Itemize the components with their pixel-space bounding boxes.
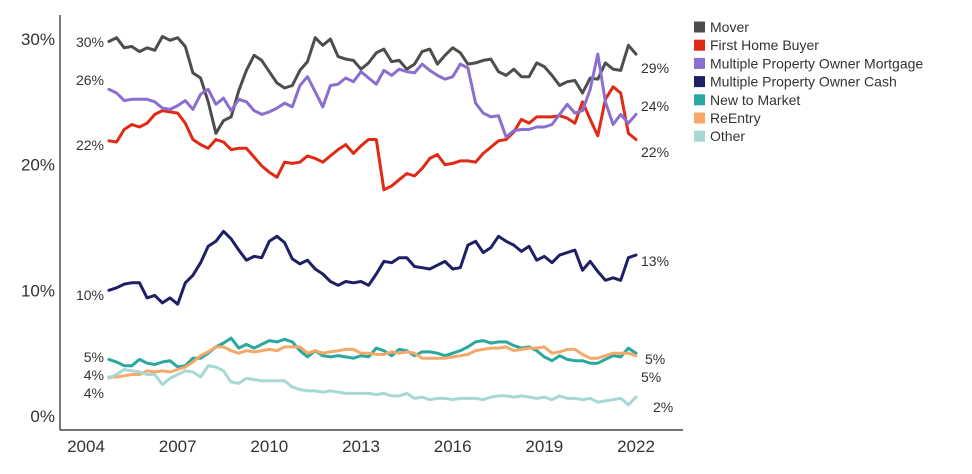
x-tick-label: 2010 <box>250 437 288 456</box>
data-label-start-mover: 30% <box>76 34 104 50</box>
data-label-end-multiple-property-owner-cash: 13% <box>641 253 669 269</box>
x-tick-label: 2016 <box>434 437 472 456</box>
legend-label-reentry: ReEntry <box>710 110 761 126</box>
legend: Mover First Home Buyer Multiple Property O… <box>694 19 923 144</box>
series-line-first-home-buyer <box>107 85 638 192</box>
legend-swatch-multiple-property-owner-cash <box>694 76 705 88</box>
data-label-end-multiple-property-owner-mortgage: 24% <box>641 98 669 114</box>
series-line-other <box>107 364 638 407</box>
legend-label-multiple-property-owner-mortgage: Multiple Property Owner Mortgage <box>710 55 923 71</box>
legend-label-mover: Mover <box>710 19 749 35</box>
legend-swatch-first-home-buyer <box>694 39 705 51</box>
legend-label-multiple-property-owner-cash: Multiple Property Owner Cash <box>710 74 897 90</box>
x-tick-label: 2004 <box>67 437 105 456</box>
series-layer <box>107 35 638 407</box>
legend-swatch-new-to-market <box>694 94 705 106</box>
data-label-start-multiple-property-owner-cash: 10% <box>76 287 104 303</box>
y-tick-label: 30% <box>21 30 55 49</box>
data-label-start-reentry: 4% <box>84 367 104 383</box>
legend-swatch-mover <box>694 21 705 33</box>
data-label-start-other: 4% <box>84 385 104 401</box>
data-label-start-multiple-property-owner-mortgage: 26% <box>76 72 104 88</box>
series-line-mover <box>107 35 638 135</box>
data-label-end-first-home-buyer: 22% <box>641 144 669 160</box>
x-tick-label: 2013 <box>342 437 380 456</box>
x-tick-label: 2007 <box>159 437 197 456</box>
data-label-start-first-home-buyer: 22% <box>76 137 104 153</box>
chart-axes: 0% 10% 20% 30% 2004 2007 2010 2013 2016 2019 2022 <box>21 15 683 456</box>
series-line-reentry <box>107 345 638 379</box>
y-tick-label: 20% <box>21 156 55 175</box>
y-tick-label: 10% <box>21 281 55 300</box>
legend-swatch-other <box>694 130 705 142</box>
legend-swatch-reentry <box>694 112 705 124</box>
legend-swatch-multiple-property-owner-mortgage <box>694 57 705 69</box>
legend-label-first-home-buyer: First Home Buyer <box>710 37 819 53</box>
data-labels: 30% 26% 22% 10% 5% 4% 4% 29% 24% 22% 13% 5% 5% 2% <box>76 34 673 415</box>
legend-label-new-to-market: New to Market <box>710 92 800 108</box>
data-label-start-new-to-market: 5% <box>84 349 104 365</box>
data-label-end-other: 2% <box>653 399 673 415</box>
y-tick-label: 0% <box>30 407 55 426</box>
data-label-end-new-to-market: 5% <box>645 351 665 367</box>
x-tick-label: 2019 <box>525 437 563 456</box>
series-line-multiple-property-owner-cash <box>107 229 638 306</box>
x-tick-label: 2022 <box>617 437 655 456</box>
data-label-end-mover: 29% <box>641 60 669 76</box>
data-label-end-reentry: 5% <box>641 369 661 385</box>
legend-label-other: Other <box>710 128 745 144</box>
series-line-multiple-property-owner-mortgage <box>107 52 638 139</box>
